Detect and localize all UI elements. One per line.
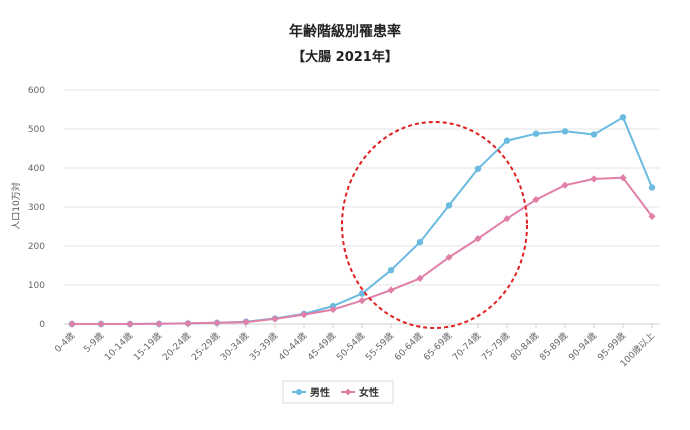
legend[interactable]: 男性 女性	[282, 380, 394, 404]
legend-box	[282, 380, 394, 404]
data-point	[561, 181, 569, 189]
data-point	[358, 290, 366, 297]
data-point	[648, 212, 656, 220]
x-tick-label: 75-79歳	[479, 330, 512, 363]
x-tick-label: 35-39歳	[247, 330, 280, 363]
data-point	[503, 137, 511, 144]
data-point	[358, 297, 366, 305]
x-tick-label: 90-94歳	[566, 330, 599, 363]
x-tick-label: 80-84歳	[508, 330, 541, 363]
data-point	[300, 311, 308, 319]
legend-marker	[344, 388, 352, 396]
data-point	[242, 318, 250, 326]
data-point	[416, 238, 424, 246]
y-tick-label: 200	[28, 242, 45, 252]
x-tick-label: 5-9歳	[81, 330, 106, 355]
x-tick-label: 85-89歳	[537, 330, 570, 363]
data-point	[590, 175, 598, 183]
data-point	[126, 320, 134, 328]
data-point	[97, 320, 105, 328]
annotation-group	[341, 121, 528, 329]
x-tick-label: 50-54歳	[334, 330, 367, 363]
legend-marker	[296, 389, 302, 395]
y-tick-label: 500	[28, 125, 45, 135]
grid-lines	[64, 89, 660, 325]
data-point	[474, 165, 482, 172]
x-tick-label: 30-34歳	[218, 330, 251, 363]
x-tick-label: 45-49歳	[305, 330, 338, 363]
data-point	[68, 320, 76, 328]
y-tick-label: 400	[28, 164, 45, 174]
legend-item-label: 男性	[310, 386, 330, 399]
data-point	[619, 174, 627, 182]
x-tick-label: 60-64歳	[392, 330, 425, 363]
data-point	[387, 266, 395, 274]
y-tick-label: 0	[39, 320, 45, 330]
x-tick-label: 70-74歳	[450, 330, 483, 363]
data-point	[445, 253, 453, 261]
data-point	[213, 319, 221, 327]
legend-item-label: 女性	[359, 386, 379, 399]
x-tick-label: 15-19歳	[131, 330, 164, 363]
data-point	[503, 215, 511, 223]
highlight-ellipse	[341, 121, 528, 329]
series-group	[68, 114, 656, 328]
x-tick-label: 0-4歳	[52, 330, 77, 355]
x-tick-label: 55-59歳	[363, 330, 396, 363]
x-tick-label: 20-24歳	[160, 330, 193, 363]
data-point	[445, 202, 453, 209]
data-point	[590, 131, 598, 138]
y-tick-label: 600	[28, 86, 45, 96]
data-point	[561, 128, 569, 135]
x-tick-label: 65-69歳	[421, 330, 454, 363]
data-point	[532, 195, 540, 204]
data-point	[648, 184, 656, 191]
y-axis-label: 人口10万対	[10, 182, 22, 229]
y-tick-label: 100	[28, 281, 45, 291]
x-tick-label: 40-44歳	[276, 330, 309, 363]
x-tick-label: 25-29歳	[189, 330, 222, 363]
y-tick-label: 300	[28, 203, 45, 213]
data-point	[532, 130, 540, 137]
data-point	[155, 320, 163, 328]
data-point	[619, 114, 627, 121]
data-point	[416, 274, 424, 282]
chart-title: 年齢階級別罹患率	[289, 23, 401, 40]
data-point	[271, 315, 279, 323]
data-point	[329, 305, 337, 314]
data-point	[387, 286, 395, 294]
data-point	[184, 319, 192, 328]
x-tick-label: 10-14歳	[102, 330, 135, 363]
data-point	[474, 234, 482, 243]
chart-subtitle: 【大腸 2021年】	[292, 49, 398, 65]
